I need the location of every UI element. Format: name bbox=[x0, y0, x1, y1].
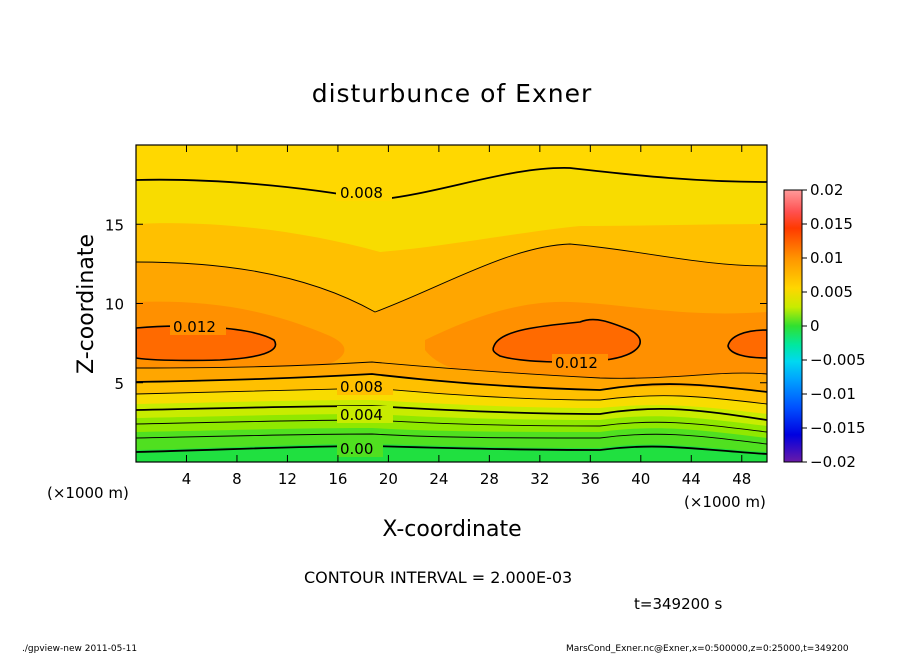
y-axis-ticks: 5 10 15 bbox=[105, 216, 767, 393]
x-unit-label-left: (×1000 m) bbox=[47, 484, 129, 502]
contour-label-0004: 0.004 bbox=[340, 406, 383, 424]
contour-line-c bbox=[136, 419, 767, 433]
core-middle bbox=[492, 318, 641, 363]
colorbar-tick-label: 0.01 bbox=[810, 249, 843, 267]
x-tick-label: 16 bbox=[328, 470, 347, 488]
x-tick-label: 36 bbox=[581, 470, 600, 488]
contour-label-0012-right: 0.012 bbox=[555, 354, 598, 372]
colorbar-ticks: 0.02 0.015 0.01 0.005 0 −0.005 −0.01 −0.015 −0.0… bbox=[802, 181, 866, 471]
y-tick-label: 10 bbox=[105, 296, 124, 314]
x-axis-label: X-coordinate bbox=[382, 517, 521, 542]
x-axis-ticks: 4 8 12 16 20 24 28 32 36 40 44 48 bbox=[182, 145, 751, 488]
x-tick-label: 24 bbox=[429, 470, 448, 488]
contour-label-0008-bottom: 0.008 bbox=[340, 378, 383, 396]
y-axis-label: Z-coordinate bbox=[74, 234, 99, 374]
x-tick-label: 8 bbox=[232, 470, 242, 488]
x-tick-label: 28 bbox=[480, 470, 499, 488]
time-text: t=349200 s bbox=[634, 595, 722, 613]
contour-line-000 bbox=[136, 445, 767, 455]
x-tick-label: 44 bbox=[682, 470, 701, 488]
chart-title: disturbunce of Exner bbox=[312, 79, 593, 108]
y-tick-label: 5 bbox=[114, 375, 124, 393]
colorbar-tick-label: −0.02 bbox=[810, 453, 856, 471]
contour-line-a bbox=[136, 361, 767, 379]
contour-label-0008-top: 0.008 bbox=[340, 184, 383, 202]
colorbar bbox=[783, 189, 803, 463]
contour-line-0008-top bbox=[136, 167, 767, 201]
colorbar-tick-label: 0.005 bbox=[810, 283, 853, 301]
footer-left: ./gpview-new 2011-05-11 bbox=[22, 644, 137, 654]
colorbar-tick-label: −0.005 bbox=[810, 351, 866, 369]
contour-plot-area bbox=[136, 145, 767, 462]
colorbar-tick-label: −0.01 bbox=[810, 385, 856, 403]
contour-label-000: 0.00 bbox=[340, 440, 373, 458]
colorbar-tick-label: 0.02 bbox=[810, 181, 843, 199]
colorbar-tick-label: 0.015 bbox=[810, 215, 853, 233]
contour-interval-text: CONTOUR INTERVAL = 2.000E-03 bbox=[304, 568, 572, 587]
contour-line-upper bbox=[136, 243, 767, 313]
x-tick-label: 32 bbox=[530, 470, 549, 488]
footer-right: MarsCond_Exner.nc@Exner,x=0:500000,z=0:2… bbox=[566, 644, 849, 654]
colorbar-tick-label: 0 bbox=[810, 317, 820, 335]
contour-label-0012-left: 0.012 bbox=[173, 318, 216, 336]
y-tick-label: 15 bbox=[105, 216, 124, 234]
x-tick-label: 4 bbox=[182, 470, 192, 488]
contour-labels: 0.008 0.012 0.012 0.008 0.004 0.00 bbox=[170, 184, 608, 458]
core-right bbox=[727, 329, 767, 359]
contour-line-b bbox=[136, 387, 767, 405]
x-tick-label: 48 bbox=[732, 470, 751, 488]
contour-line-d bbox=[136, 433, 767, 445]
contour-line-0004 bbox=[136, 405, 767, 421]
x-unit-label-right: (×1000 m) bbox=[684, 493, 766, 511]
x-tick-label: 40 bbox=[631, 470, 650, 488]
x-tick-label: 20 bbox=[379, 470, 398, 488]
contour-line-0008-bottom bbox=[136, 373, 767, 393]
colorbar-tick-label: −0.015 bbox=[810, 419, 866, 437]
x-tick-label: 12 bbox=[278, 470, 297, 488]
